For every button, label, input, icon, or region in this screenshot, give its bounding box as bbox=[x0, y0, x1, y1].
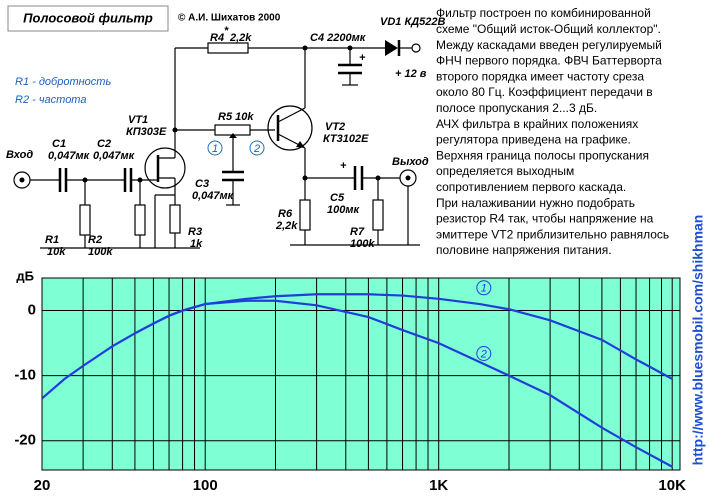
description-line: половине напряжения питания. bbox=[436, 243, 612, 257]
schematic-title: Полосовой фильтр bbox=[23, 10, 153, 25]
component-label: C4 2200мк bbox=[310, 32, 367, 44]
y-tick-label: -20 bbox=[14, 432, 36, 449]
y-axis-label: дБ bbox=[16, 268, 34, 283]
description-line: Между каскадами введен регулируемый bbox=[436, 38, 662, 52]
schematic-wiring bbox=[13, 40, 421, 249]
annotation: 2 bbox=[480, 348, 487, 360]
component-label: C1 bbox=[52, 138, 66, 150]
component-label: + 12 в bbox=[395, 68, 427, 80]
component-label: © А.И. Шихатов 2000 bbox=[178, 13, 281, 24]
component-label: КП303Е bbox=[126, 126, 167, 138]
component-label: * bbox=[224, 25, 229, 37]
component-label: + bbox=[340, 160, 347, 172]
component-label: 2 bbox=[253, 143, 260, 155]
component-label: R3 bbox=[188, 226, 202, 238]
component-label: C2 bbox=[97, 138, 111, 150]
y-tick-label: -10 bbox=[14, 367, 36, 384]
component-label: 0,047мк bbox=[93, 150, 136, 162]
y-tick-label: 0 bbox=[28, 302, 36, 319]
description-line: При налаживании нужно подобрать bbox=[436, 196, 635, 210]
component-label: 0,047мк bbox=[192, 190, 235, 202]
component-label: КТ3102Е bbox=[323, 133, 369, 145]
component-label: R2 bbox=[88, 234, 102, 246]
component-label: 1 bbox=[212, 143, 218, 155]
component-label: 0,047мк bbox=[48, 150, 91, 162]
description-line: около 80 Гц. Коэффициент передачи в bbox=[436, 85, 653, 99]
description-line: Фильтр построен по комбинированной bbox=[436, 6, 651, 20]
component-label: Вход bbox=[6, 149, 33, 161]
description-line: определяется выходным bbox=[436, 164, 574, 178]
annotation-circle bbox=[476, 345, 492, 361]
component-label: R4 bbox=[210, 32, 224, 44]
plot-area bbox=[42, 278, 680, 470]
title-box bbox=[7, 5, 169, 32]
description-line: схеме "Общий исток-Общий коллектор". bbox=[436, 22, 661, 36]
component-label: 100k bbox=[88, 246, 113, 258]
component-label: VD1 КД522В bbox=[380, 16, 446, 28]
description-line: резистор R4 так, чтобы напряжение на bbox=[436, 212, 654, 226]
component-label: R1 bbox=[45, 234, 59, 246]
x-tick-label: 10K bbox=[658, 477, 686, 494]
description-line: АЧХ фильтра в крайних положениях bbox=[436, 117, 638, 131]
component-label: R2 - частота bbox=[15, 94, 86, 106]
component-label: 2,2k bbox=[229, 32, 252, 44]
component-label: + bbox=[359, 52, 366, 64]
component-label: C5 bbox=[330, 192, 345, 204]
component-label: VT1 bbox=[128, 114, 148, 126]
component-label: R7 bbox=[350, 226, 365, 238]
component-label: 2,2k bbox=[275, 220, 298, 232]
component-label: Выход bbox=[392, 156, 429, 168]
description: Фильтр построен по комбинированной схеме … bbox=[436, 6, 669, 257]
description-line: второго порядка имеет частоту среза bbox=[436, 69, 644, 83]
x-tick-label: 1K bbox=[429, 477, 448, 494]
component-label: R6 bbox=[278, 208, 293, 220]
component-label: R5 10k bbox=[218, 111, 254, 123]
annotation: 1 bbox=[481, 283, 487, 295]
description-line: регулятора приведена на графике. bbox=[436, 133, 631, 147]
description-line: эмиттере VT2 приблизительно равнялось bbox=[436, 227, 669, 241]
component-label: R1 - добротность bbox=[15, 76, 111, 88]
component-label: 10k bbox=[47, 246, 66, 258]
component-label: 100мк bbox=[327, 204, 360, 216]
x-tick-label: 100 bbox=[193, 477, 218, 494]
x-tick-label: 20 bbox=[34, 477, 51, 494]
component-label: C3 bbox=[195, 178, 209, 190]
line-series: 2 bbox=[42, 299, 673, 468]
component-label: 100k bbox=[350, 238, 375, 250]
description-line: ФНЧ первого порядка. ФВЧ Баттерворта bbox=[436, 54, 662, 68]
component-label: 1k bbox=[190, 238, 203, 250]
description-line: полосе пропускания 2...3 дБ. bbox=[436, 101, 597, 115]
description-line: Верхняя граница полосы пропускания bbox=[436, 148, 649, 162]
description-line: сопротивлением первого каскада. bbox=[436, 180, 626, 194]
plot-border bbox=[41, 277, 681, 471]
annotation-circle bbox=[476, 280, 492, 296]
url: http://www.bluesmobil.com/shikhman bbox=[690, 215, 706, 466]
component-label: VT2 bbox=[325, 121, 345, 133]
